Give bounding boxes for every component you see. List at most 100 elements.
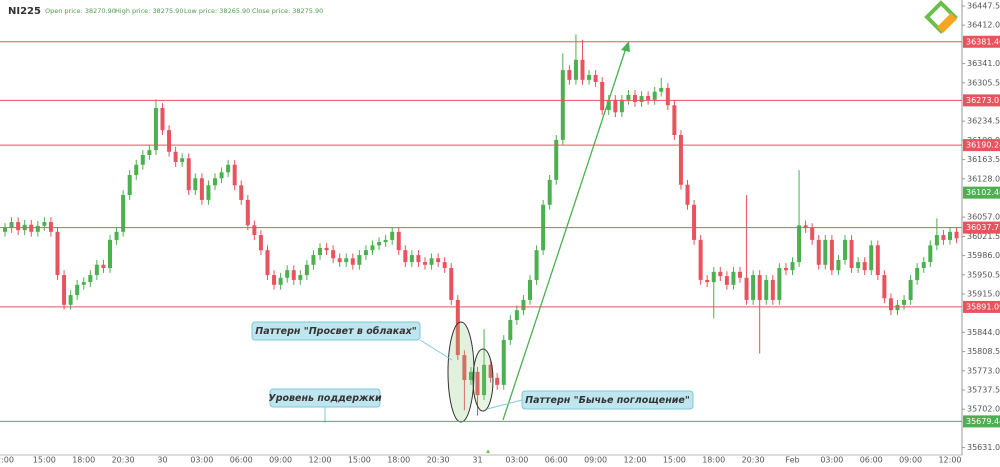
candle-body [573,59,578,80]
candle-body [147,150,152,156]
candle-body [167,130,172,152]
y-tick-label: 35773.00 [967,366,1000,375]
candle-body [659,87,664,92]
candle-body [856,262,861,269]
candle-body [468,371,473,380]
x-tick-label: 2:00 [0,456,14,465]
annotation-box [269,388,381,408]
candle-body [429,258,434,265]
candle-body [580,59,585,80]
x-tick-label: 20:30 [742,456,765,465]
candle-body [55,231,60,276]
candle-body [508,319,513,340]
candle-body [626,94,631,100]
candle-body [849,239,854,269]
x-tick-label: 20:30 [112,456,135,465]
candle-body [213,178,217,186]
level-label: 35891.09 [966,302,1000,311]
x-tick-label: Feb [785,456,799,465]
candle-body [232,164,237,186]
candle-body [869,245,874,271]
symbol: NI225 [8,6,41,17]
candle-body [770,279,775,300]
candle-body [252,225,257,236]
level-label: 36273.01 [966,96,1000,105]
x-tick-label: 09:00 [269,456,292,465]
y-tick-label: 35808.50 [967,347,1000,356]
highlight-ellipse [472,348,494,412]
candle-body [488,364,493,378]
candle-body [180,158,185,163]
candle-body [797,225,802,263]
candle-body [68,295,73,305]
x-tick-label: 06:00 [230,456,253,465]
x-tick-label: 18:00 [387,456,410,465]
header-field: High price: 38275.90 [115,7,183,15]
candle-body [108,239,112,269]
candle-body [652,91,657,100]
trend-arrow [502,47,627,421]
candle-body [600,81,605,111]
candle-body [698,239,703,280]
header-field: Low price: 38265.90 [184,7,250,15]
candle-body [29,224,34,232]
candle-body [337,258,342,263]
candle-body [311,255,316,265]
header-field: Close price: 38275.90 [252,7,323,15]
candle-body [908,279,913,300]
x-tick-label: 06:00 [860,456,883,465]
candle-body [219,172,224,179]
level-tag [963,35,1000,48]
candle-body [810,228,815,240]
x-tick-label: 12:00 [938,456,961,465]
y-tick-label: 36412.00 [967,21,1000,30]
candle-body [409,255,414,263]
candle-body [639,96,644,103]
candle-body [94,264,99,276]
x-tick-label: 12:00 [623,456,646,465]
candle-body [915,268,920,280]
candle-body [718,271,723,277]
level-label: 36381.40 [966,37,1000,46]
x-tick-label: 30 [157,456,167,465]
candle-body [554,139,559,180]
header-field: Open price: 38270.90 [45,7,116,15]
level-tag [963,300,1000,313]
candle-body [501,339,506,385]
candle-body [278,277,283,285]
candle-body [705,279,710,283]
candle-body [331,250,336,259]
y-tick-label: 36234.50 [967,117,1000,126]
x-tick-label: 15:00 [348,456,371,465]
candle-body [101,264,106,269]
candle-body [304,264,309,276]
candle-body [363,250,368,256]
candle-body [816,239,821,265]
candle-body [153,107,158,151]
candle-body [298,275,303,280]
level-tag [963,94,1000,107]
candle-body [764,279,769,300]
candle-body [350,258,355,265]
candle-body [324,248,329,251]
candle-body [823,239,828,265]
candle-body [678,134,683,185]
annotation-box [251,321,421,341]
candle-body [449,268,454,300]
y-tick-label: 36305.50 [967,78,1000,87]
candle-body [738,271,742,278]
candle-body [685,184,690,205]
candle-body [199,178,204,200]
candle-body [377,242,382,246]
candle-body [934,235,939,246]
candle-body [416,255,421,263]
candle-body [272,275,277,285]
candle-body [534,250,539,280]
x-tick-label: 18:00 [702,456,725,465]
candle-body [114,231,119,240]
candle-body [829,239,834,271]
candle-body [836,259,841,271]
candle-body [521,299,526,311]
candle-body [121,195,126,232]
